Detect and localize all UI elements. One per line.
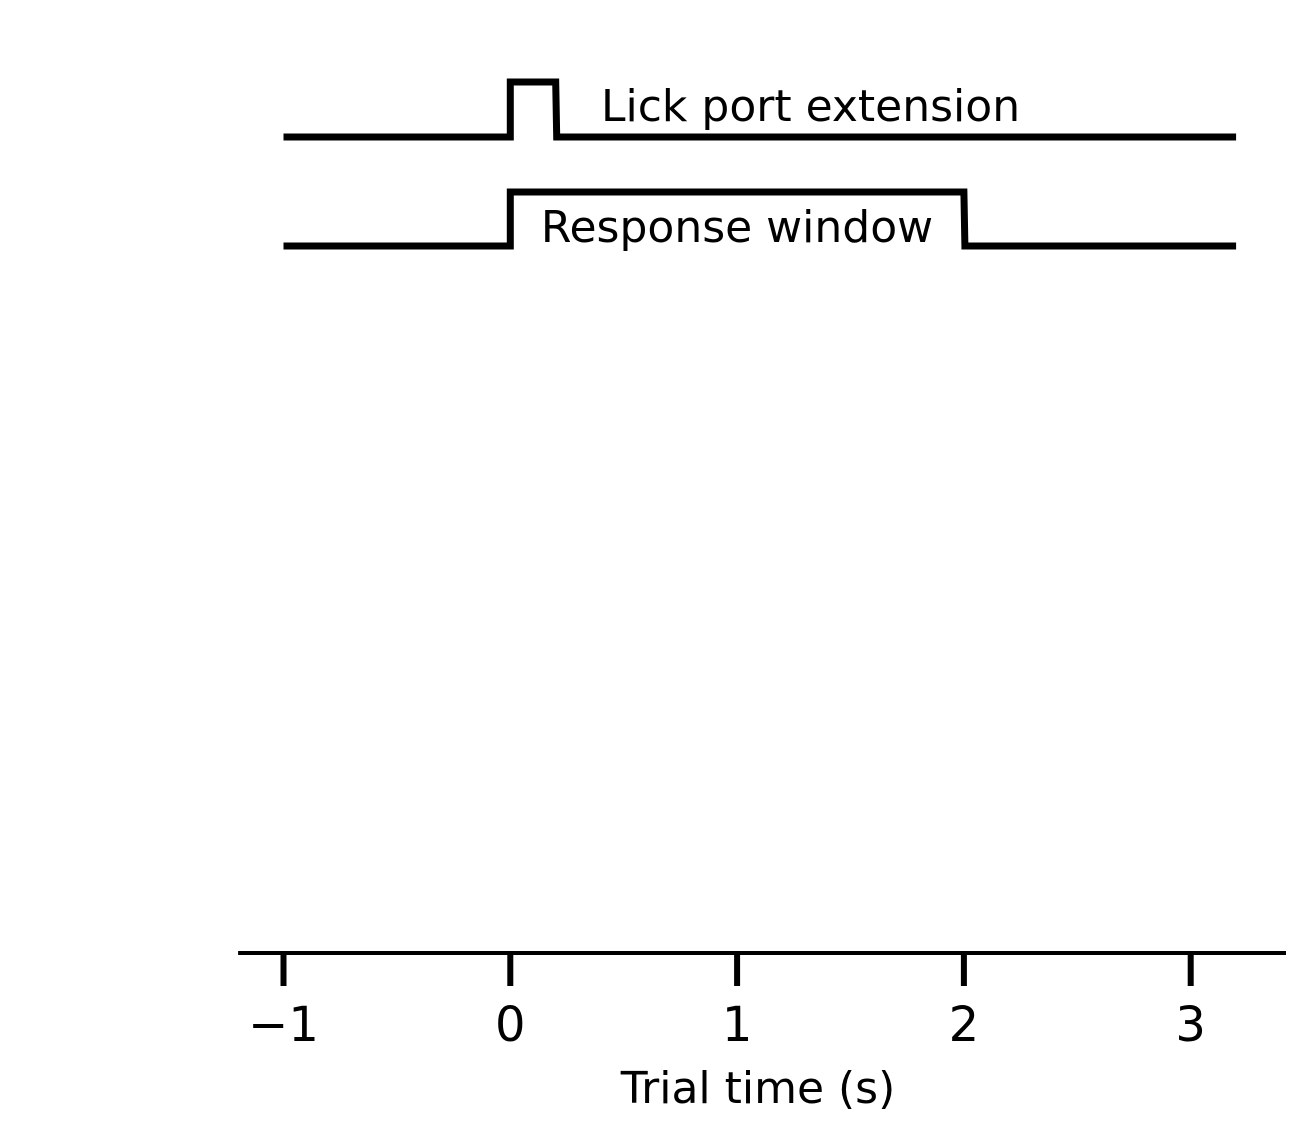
trace-response-window xyxy=(283,188,1237,250)
series-label-lick-port-extension: Lick port extension xyxy=(601,81,1020,132)
x-tick-label: 1 xyxy=(722,997,753,1053)
x-tick-label: 3 xyxy=(1175,997,1206,1053)
x-axis-label: Trial time (s) xyxy=(620,1063,896,1114)
x-tick-label: 0 xyxy=(495,997,526,1053)
series-label-response-window: Response window xyxy=(541,202,933,253)
x-tick-label: −1 xyxy=(248,997,319,1053)
event-traces xyxy=(283,78,1237,250)
x-tick-label: 2 xyxy=(949,997,980,1053)
trace-lick-port-extension xyxy=(283,78,1237,141)
x-axis: −1 0 1 2 3 xyxy=(238,951,1286,1053)
series-labels: Lick port extension Response window xyxy=(541,81,1020,253)
